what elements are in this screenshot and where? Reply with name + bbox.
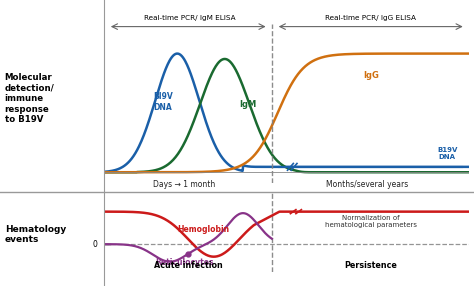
Text: 0: 0 <box>92 240 97 249</box>
Text: Months/several years: Months/several years <box>326 180 408 189</box>
Text: Days → 1 month: Days → 1 month <box>154 180 216 189</box>
Text: Persistence: Persistence <box>344 261 397 270</box>
Text: Real-time PCR/ IgG ELISA: Real-time PCR/ IgG ELISA <box>325 15 416 21</box>
Text: Acute infection: Acute infection <box>154 261 223 270</box>
Text: IgM: IgM <box>239 100 256 109</box>
Text: Molecular
detection/
immune
response
to B19V: Molecular detection/ immune response to … <box>5 74 55 124</box>
Text: B19V
DNA: B19V DNA <box>437 147 457 160</box>
Text: BI9V
DNA: BI9V DNA <box>153 92 173 112</box>
Text: IgG: IgG <box>363 71 379 80</box>
Text: Reticulocytes: Reticulocytes <box>155 258 214 267</box>
Text: Hemoglobin: Hemoglobin <box>177 225 229 234</box>
Text: Normalization of
hematological parameters: Normalization of hematological parameter… <box>325 215 417 228</box>
Text: Real-time PCR/ IgM ELISA: Real-time PCR/ IgM ELISA <box>144 15 236 21</box>
Text: Hematology
events: Hematology events <box>5 225 66 244</box>
